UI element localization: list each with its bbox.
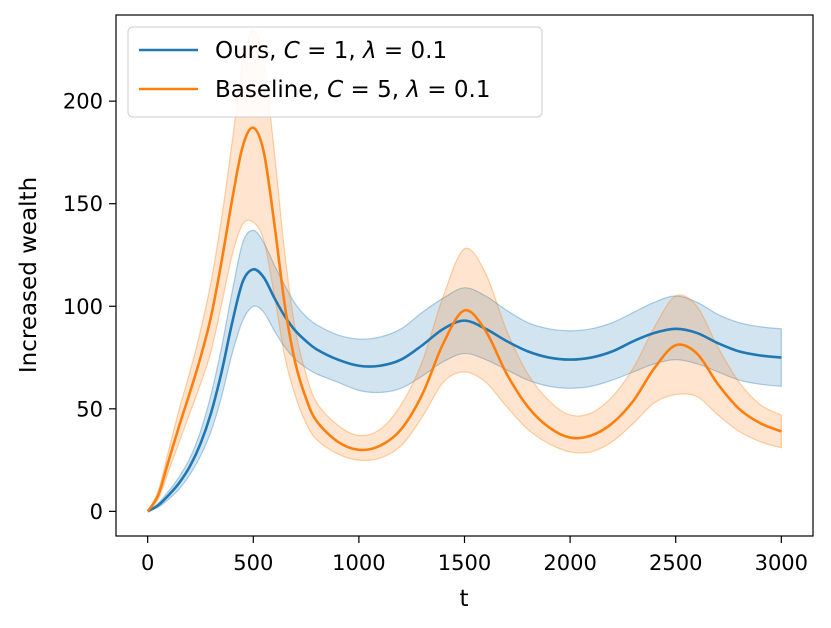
series-line-baseline: [146, 126, 782, 513]
series-line-ours: [147, 268, 782, 513]
y-tick-label: 100: [63, 295, 103, 319]
legend-eq: =: [343, 77, 377, 103]
legend-label-baseline: Baseline, C = 5, λ = 0.1: [215, 77, 490, 103]
y-tick-label: 0: [90, 500, 103, 524]
x-tick-label: 500: [233, 551, 273, 575]
legend-eq: =: [300, 38, 334, 64]
legend-comma: ,: [392, 77, 407, 103]
legend-label-baseline-lambda: 0.1: [454, 77, 491, 103]
x-axis-ticks: 0 500 1000 1500 2000 2500 3000: [141, 536, 808, 575]
y-tick-label: 50: [76, 397, 103, 421]
band-baseline: [147, 28, 782, 512]
legend-label-baseline-c: 5: [377, 77, 392, 103]
x-tick-label: 2000: [543, 551, 596, 575]
y-tick-label: 200: [63, 90, 103, 114]
y-axis-ticks: 0 50 100 150 200: [63, 90, 116, 524]
legend-comma: ,: [348, 38, 363, 64]
legend-var-c: C: [284, 38, 300, 64]
x-tick-label: 1000: [332, 551, 385, 575]
legend-var-lambda: λ: [404, 77, 420, 103]
x-tick-label: 0: [141, 551, 154, 575]
x-tick-label: 2500: [649, 551, 702, 575]
legend-var-c: C: [327, 77, 343, 103]
legend-box: [127, 26, 543, 118]
series-lines: [146, 126, 782, 513]
legend-label-ours-prefix: Ours,: [215, 38, 284, 64]
y-axis-label: Increased wealth: [16, 177, 42, 373]
legend-label-ours: Ours, C = 1, λ = 0.1: [215, 38, 447, 64]
legend: Ours, C = 1, λ = 0.1 Baseline, C = 5, λ …: [127, 26, 543, 118]
legend-label-ours-lambda: 0.1: [411, 38, 448, 64]
x-axis-label: t: [459, 586, 468, 612]
legend-eq: =: [377, 38, 411, 64]
x-tick-label: 3000: [755, 551, 808, 575]
legend-var-lambda: λ: [361, 38, 377, 64]
legend-label-ours-c: 1: [334, 38, 349, 64]
x-tick-label: 1500: [438, 551, 491, 575]
y-tick-label: 150: [63, 192, 103, 216]
legend-eq: =: [420, 77, 454, 103]
legend-label-baseline-prefix: Baseline,: [215, 77, 327, 103]
